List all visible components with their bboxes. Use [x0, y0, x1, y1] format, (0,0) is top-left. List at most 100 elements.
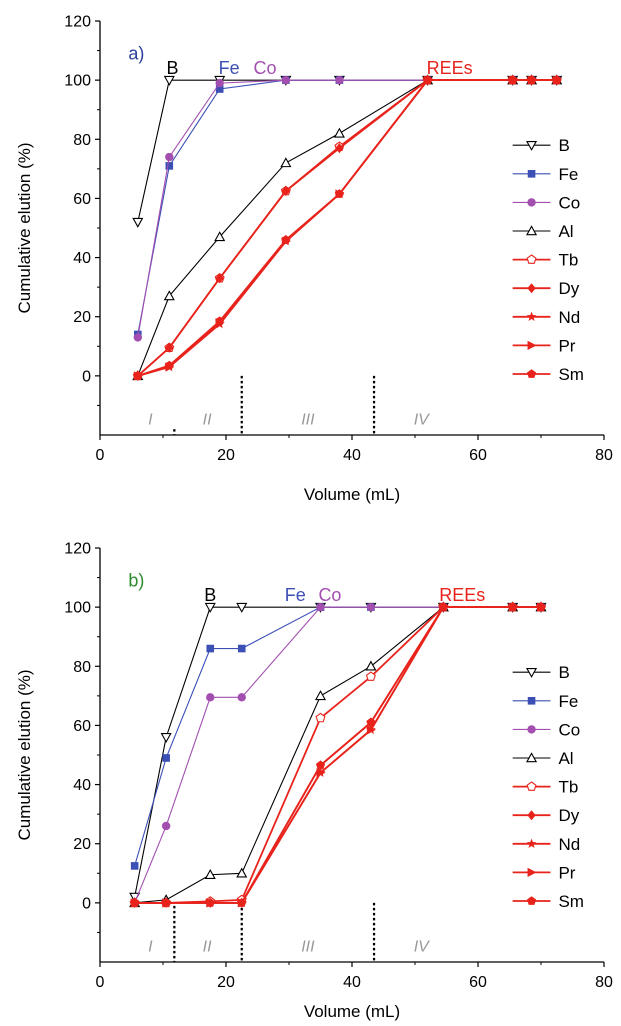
data-point — [333, 127, 345, 138]
x-tick-label: 60 — [469, 974, 487, 991]
stage-label: III — [301, 412, 315, 429]
legend: B Fe Co Al Tb Dy Nd Pr Sm — [512, 663, 584, 911]
legend-label: Fe — [558, 692, 578, 711]
legend-label: B — [558, 136, 569, 155]
legend-label: Pr — [558, 336, 575, 355]
legend-marker — [526, 838, 537, 849]
data-point — [206, 644, 215, 653]
y-tick-label: 100 — [64, 73, 91, 90]
data-point — [508, 602, 518, 612]
legend-item-B: B — [512, 663, 570, 682]
series-B — [129, 602, 547, 903]
series-annotation: B — [204, 585, 216, 605]
series-Al — [129, 601, 547, 908]
data-point — [335, 143, 344, 154]
data-point — [206, 693, 215, 702]
series-annotation: Fe — [219, 58, 240, 78]
panel-b: 0 20 40 60 80 100 120 0 20 40 60 80 Volume (mL) Cumul… — [15, 541, 613, 1022]
data-point — [161, 898, 171, 907]
y-tick-label: 40 — [73, 250, 91, 267]
data-point — [314, 690, 327, 701]
legend-marker — [526, 896, 537, 905]
series-line — [137, 79, 557, 377]
data-point — [366, 725, 376, 735]
data-point — [236, 602, 248, 613]
legend-marker — [527, 725, 536, 734]
series-Dy — [130, 602, 546, 908]
x-axis-label: Volume (mL) — [304, 1002, 400, 1021]
legend-marker — [527, 198, 536, 207]
y-tick-label: 0 — [82, 368, 91, 385]
x-tick-label: 80 — [595, 447, 613, 464]
legend-label: Dy — [558, 806, 579, 825]
series-Co — [133, 75, 561, 342]
data-point — [281, 75, 291, 85]
series-line — [137, 79, 557, 377]
data-point — [236, 867, 248, 878]
legend-marker — [527, 283, 536, 294]
legend-item-Al: Al — [512, 222, 574, 241]
series-line — [137, 79, 557, 223]
y-axis-label: Cumulative elution (%) — [15, 142, 34, 313]
legend-item-Tb: Tb — [512, 778, 578, 797]
data-point — [160, 733, 172, 743]
legend-item-Fe: Fe — [512, 165, 578, 184]
x-tick-label: 40 — [343, 974, 361, 991]
data-point — [526, 75, 537, 85]
y-tick-label: 20 — [73, 309, 91, 326]
data-point — [164, 360, 174, 370]
legend-label: Tb — [558, 778, 578, 797]
series-Sm — [130, 602, 546, 907]
legend-item-Fe: Fe — [512, 692, 578, 711]
data-point — [237, 644, 246, 653]
y-tick-label: 100 — [64, 600, 91, 617]
x-tick-label: 20 — [217, 447, 235, 464]
data-point — [365, 671, 376, 681]
series-line — [134, 606, 541, 867]
series-line — [137, 79, 557, 377]
data-point — [204, 869, 216, 879]
legend-item-Sm: Sm — [512, 365, 584, 384]
x-axis-label: Volume (mL) — [304, 485, 400, 504]
y-tick-label: 60 — [73, 191, 91, 208]
legend: B Fe Co Al Tb Dy Nd Pr Sm — [512, 136, 584, 384]
y-axis-label: Cumulative elution (%) — [15, 669, 34, 840]
data-point — [165, 152, 174, 162]
legend-item-Sm: Sm — [512, 892, 584, 911]
data-point — [133, 333, 142, 342]
data-point — [281, 235, 291, 244]
data-point — [205, 898, 215, 907]
stage-label: I — [148, 412, 153, 429]
legend-marker — [526, 667, 538, 678]
series-annotation: REEs — [427, 58, 473, 78]
legend-marker — [527, 697, 536, 705]
legend-label: B — [558, 663, 569, 682]
series-line — [134, 606, 541, 898]
legend-item-Nd: Nd — [512, 308, 580, 327]
stage-label: II — [203, 412, 212, 429]
data-point — [165, 162, 174, 170]
legend-item-Dy: Dy — [512, 806, 580, 825]
legend-label: Dy — [558, 279, 579, 298]
legend-label: Tb — [558, 251, 578, 270]
data-point — [316, 602, 325, 612]
data-point — [316, 768, 326, 778]
legend-label: Nd — [558, 835, 580, 854]
legend-label: Sm — [558, 892, 584, 911]
series-B — [132, 75, 563, 228]
panel-a: 0 20 40 60 80 100 120 0 20 40 60 80 Volume (mL) Cumul… — [15, 14, 613, 505]
x-tick-label: 40 — [343, 447, 361, 464]
legend-item-B: B — [512, 136, 570, 155]
legend-item-Nd: Nd — [512, 835, 580, 854]
data-point — [552, 75, 562, 85]
legend-item-Al: Al — [512, 749, 574, 768]
series-Sm — [133, 75, 562, 380]
panel-label: b) — [128, 570, 144, 590]
data-point — [536, 602, 546, 612]
data-point — [237, 898, 247, 907]
data-point — [215, 85, 224, 93]
data-point — [508, 75, 518, 85]
data-point — [280, 157, 292, 168]
legend-item-Pr: Pr — [512, 336, 576, 355]
